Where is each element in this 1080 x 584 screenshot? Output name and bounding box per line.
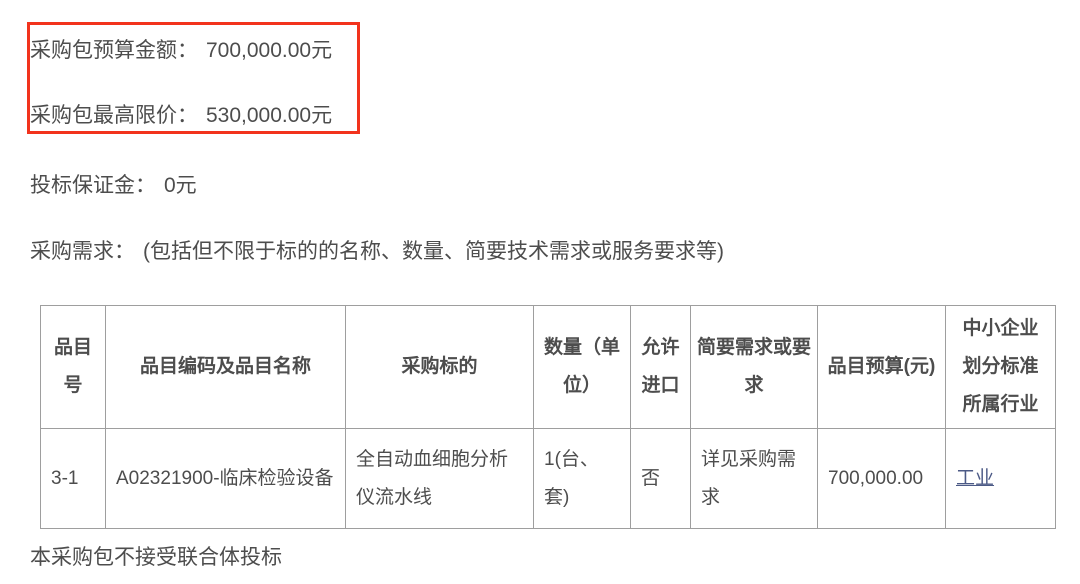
package-budget-line: 采购包预算金额： 700,000.00元 (30, 39, 332, 63)
header-quantity-unit: 数量（单 位） (533, 305, 631, 429)
cell-brief-requirement: 详见采购需求 (690, 428, 818, 529)
header-allow-import: 允许 进口 (630, 305, 691, 429)
package-max-price-label: 采购包最高限价： (30, 104, 198, 127)
procurement-requirement-line: 采购需求： (包括但不限于标的的名称、数量、简要技术需求或服务要求等) (30, 240, 724, 264)
package-max-price-line: 采购包最高限价： 530,000.00元 (30, 104, 332, 128)
industry-link[interactable]: 工业 (956, 467, 995, 489)
package-budget-value: 700,000.00元 (206, 39, 333, 62)
table-row: 3-1 A02321900-临床检验设备 全自动血细胞分析仪流水线 1(台、套)… (40, 428, 1056, 529)
bid-deposit-line: 投标保证金： 0元 (30, 174, 197, 198)
procurement-requirement-note: (包括但不限于标的的名称、数量、简要技术需求或服务要求等) (143, 240, 724, 263)
header-item-budget: 品目预算(元) (817, 305, 946, 429)
procurement-requirement-label: 采购需求： (30, 240, 135, 263)
procurement-items-table: 品目 号 品目编码及品目名称 采购标的 数量（单 位） 允许 进口 简要需求或要… (40, 305, 1056, 529)
procurement-items-table-container: 品目 号 品目编码及品目名称 采购标的 数量（单 位） 允许 进口 简要需求或要… (40, 305, 1056, 529)
cell-subject: 全自动血细胞分析仪流水线 (345, 428, 534, 529)
header-sme-industry: 中小企业 划分标准 所属行业 (945, 305, 1056, 429)
package-budget-label: 采购包预算金额： (30, 39, 198, 62)
cell-item-code-name: A02321900-临床检验设备 (105, 428, 346, 529)
cell-sme-industry: 工业 (945, 428, 1056, 529)
highlight-annotation-box (27, 22, 360, 134)
bid-deposit-label: 投标保证金： (30, 174, 156, 197)
header-item-no: 品目 号 (40, 305, 106, 429)
header-subject: 采购标的 (345, 305, 534, 429)
cell-item-budget: 700,000.00 (817, 428, 946, 529)
cell-quantity-unit: 1(台、套) (533, 428, 631, 529)
cell-allow-import: 否 (630, 428, 691, 529)
no-consortium-note: 本采购包不接受联合体投标 (30, 546, 282, 569)
package-max-price-value: 530,000.00元 (206, 104, 333, 127)
bid-deposit-value: 0元 (164, 174, 197, 197)
cell-item-no: 3-1 (40, 428, 106, 529)
table-header-row: 品目 号 品目编码及品目名称 采购标的 数量（单 位） 允许 进口 简要需求或要… (40, 305, 1056, 429)
header-brief-requirement: 简要需求或要 求 (690, 305, 818, 429)
header-item-code-name: 品目编码及品目名称 (105, 305, 346, 429)
